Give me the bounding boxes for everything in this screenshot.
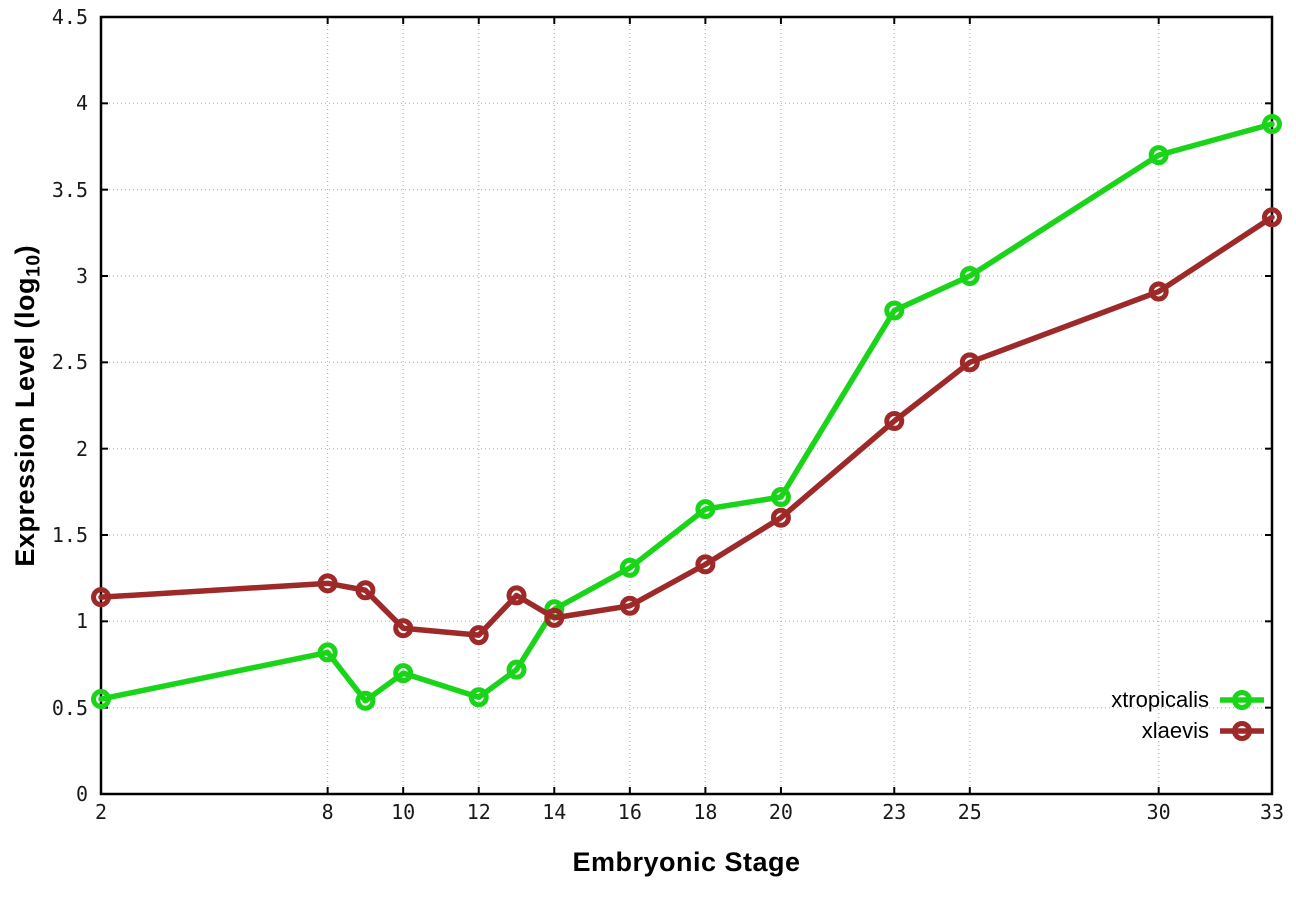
data-point-xlaevis	[770, 507, 791, 528]
x-tick-label: 18	[693, 800, 718, 824]
x-tick-label: 33	[1259, 800, 1285, 824]
y-tick-label: 1	[75, 609, 88, 634]
x-tick-label: 30	[1146, 800, 1171, 824]
y-axis-title-suffix: )	[10, 244, 41, 255]
data-point-xlaevis	[884, 411, 905, 432]
data-point-xlaevis	[393, 618, 414, 639]
y-tick-label: 3	[75, 264, 88, 288]
x-tick-label: 16	[617, 800, 642, 824]
data-point-xtropicalis	[770, 487, 791, 508]
x-tick-label: 2	[94, 800, 108, 824]
data-point-xtropicalis	[91, 689, 111, 710]
y-tick-label: 0	[75, 782, 88, 806]
y-tick-label: 4.5	[51, 5, 88, 29]
y-tick-label: 3.5	[51, 177, 88, 202]
plot-border	[99, 15, 1274, 796]
series-line-xtropicalis	[98, 121, 1275, 704]
data-point-xtropicalis	[695, 499, 716, 520]
legend-label-xlaevis: xlaevis	[1141, 717, 1209, 743]
data-point-xtropicalis	[1148, 145, 1169, 166]
y-axis-title-text: Expression Level (log10)	[10, 245, 45, 567]
data-point-xlaevis	[506, 585, 527, 606]
data-point-xtropicalis	[619, 557, 640, 578]
legend: xtropicalis xlaevis	[1111, 684, 1266, 746]
data-point-xlaevis	[1262, 207, 1282, 228]
data-point-xtropicalis	[884, 300, 905, 321]
x-tick-label: 25	[957, 800, 982, 824]
data-point-xlaevis	[355, 580, 376, 601]
x-tick-label: 14	[542, 800, 567, 824]
y-tick-label: 2.5	[51, 350, 88, 375]
legend-sample-line-icon	[1220, 720, 1264, 741]
y-tick-label: 0.5	[51, 695, 88, 720]
x-tick-label: 10	[391, 800, 416, 824]
data-point-xlaevis	[468, 625, 489, 646]
x-tick-label: 23	[882, 800, 907, 824]
y-tick-label: 2	[75, 436, 88, 461]
x-axis-title: Embryonic Stage	[572, 847, 801, 877]
legend-label-xtropicalis: xtropicalis	[1111, 686, 1209, 712]
data-point-xlaevis	[544, 607, 565, 628]
data-point-xtropicalis	[506, 659, 527, 680]
data-point-xlaevis	[317, 573, 338, 594]
data-point-xtropicalis	[1262, 114, 1282, 135]
legend-item-xtropicalis: xtropicalis	[1111, 684, 1266, 715]
data-point-xtropicalis	[355, 690, 376, 711]
y-axis-title: Expression Level (log10)	[0, 17, 56, 794]
data-point-xtropicalis	[959, 266, 980, 286]
data-point-xlaevis	[1148, 281, 1169, 302]
x-tick-label: 20	[768, 800, 793, 824]
data-point-xlaevis	[91, 587, 111, 608]
data-point-xlaevis	[695, 554, 716, 575]
y-tick-label: 1.5	[51, 523, 88, 547]
data-point-xlaevis	[619, 595, 640, 616]
legend-item-xlaevis: xlaevis	[1111, 715, 1266, 746]
legend-sample-line-icon	[1220, 689, 1264, 710]
y-tick-label: 4	[75, 91, 88, 116]
data-point-xtropicalis	[468, 687, 489, 708]
data-point-xtropicalis	[317, 642, 338, 663]
x-tick-label: 8	[321, 800, 334, 824]
x-tick-label: 12	[466, 800, 491, 824]
data-point-xtropicalis	[393, 663, 414, 684]
data-point-xlaevis	[959, 352, 980, 373]
series-line-xlaevis	[98, 214, 1275, 638]
